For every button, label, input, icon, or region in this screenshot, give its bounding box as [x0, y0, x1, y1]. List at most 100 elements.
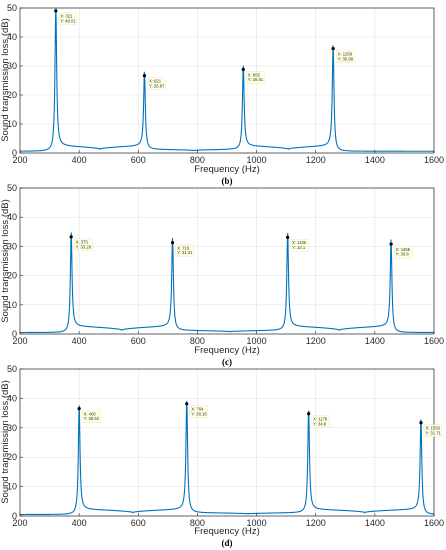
- series-line: [20, 232, 434, 334]
- datatip-y-value: Y: 33.1: [292, 245, 306, 250]
- chart-panel: 200 400 600 800 1000 1200 1400 1600 0 10 20 30 40 50 F…: [0, 364, 444, 548]
- panel-label: (c): [222, 357, 232, 367]
- datatip-y-value: Y: 28.81: [248, 77, 264, 82]
- y-tick-label: 10: [7, 119, 17, 129]
- datatip-x-value: X: 1176: [313, 416, 328, 421]
- x-tick-label: 1000: [247, 518, 267, 528]
- x-tick-label: 600: [131, 336, 146, 346]
- x-tick-label: 1600: [424, 336, 444, 346]
- y-tick-label: 50: [7, 3, 17, 13]
- chart-panel: 200 400 600 800 1000 1200 1400 1600 0 10 20 30 40 50 F…: [0, 183, 444, 367]
- datatip-marker: [331, 47, 335, 51]
- datatip-marker: [307, 412, 311, 416]
- datatip-box: [336, 50, 355, 63]
- datatip-marker: [185, 402, 189, 406]
- x-tick-label: 800: [190, 155, 205, 165]
- datatip-box: [147, 77, 166, 90]
- datatip-y-value: Y: 26.67: [149, 83, 165, 88]
- datatip-box: [81, 410, 101, 423]
- x-tick-label: 600: [131, 155, 146, 165]
- y-tick-label: 30: [7, 61, 17, 71]
- axes-box: [19, 187, 435, 335]
- datatip-y-value: Y: 30.8: [396, 252, 410, 257]
- datatip-box: [290, 239, 309, 252]
- datatip-marker: [69, 235, 73, 239]
- datatip-x-value: X: 1259: [338, 51, 353, 56]
- x-tick-label: 200: [12, 518, 27, 528]
- x-tick-label: 600: [131, 518, 146, 528]
- x-tick-label: 800: [190, 336, 205, 346]
- datatip-marker: [389, 242, 393, 246]
- datatip-box: [423, 424, 443, 437]
- datatip-x-value: X: 764: [191, 407, 204, 412]
- plot-area: [20, 8, 434, 153]
- datatip-x-value: X: 621: [149, 78, 162, 83]
- datatip-x-value: X: 1105: [292, 240, 307, 245]
- datatip-box: [58, 12, 77, 26]
- datatip-marker: [286, 235, 290, 239]
- y-tick-label: 0: [12, 329, 17, 339]
- x-tick-label: 400: [72, 155, 87, 165]
- y-tick-label: 30: [7, 241, 17, 251]
- panel-label: (d): [222, 538, 233, 548]
- x-tick-label: 800: [190, 518, 205, 528]
- y-tick-label: 10: [7, 300, 17, 310]
- series-line: [20, 400, 435, 516]
- datatip-y-value: Y: 31.71: [425, 430, 441, 435]
- y-tick-label: 10: [7, 482, 17, 492]
- datatip-box: [189, 405, 208, 418]
- datatip-marker: [170, 240, 175, 245]
- x-tick-label: 1200: [306, 155, 326, 165]
- x-tick-label: 1400: [365, 155, 385, 165]
- datatip-y-value: Y: 33.26: [76, 244, 92, 249]
- x-tick-label: 200: [12, 336, 27, 346]
- plot-area: [20, 369, 434, 516]
- datatip-box: [311, 415, 330, 428]
- plot-area: [20, 188, 434, 334]
- y-tick-label: 0: [12, 148, 17, 158]
- datatip-y-value: Y: 49.01: [60, 18, 76, 23]
- datatip-marker: [419, 421, 423, 425]
- datatip-x-value: X: 716: [177, 245, 190, 250]
- datatip-box: [175, 244, 194, 257]
- datatip-x-value: X: 1455: [396, 247, 411, 252]
- x-axis-label: Frequency (Hz): [194, 345, 259, 356]
- datatip-x-value: X: 955: [248, 72, 261, 77]
- x-tick-label: 1400: [365, 518, 385, 528]
- x-tick-label: 1400: [365, 336, 385, 346]
- axes-box: [19, 368, 435, 517]
- x-tick-label: 1600: [424, 518, 444, 528]
- datatip-x-value: X: 321: [60, 14, 73, 19]
- x-tick-label: 200: [12, 155, 27, 165]
- y-tick-label: 50: [7, 364, 17, 374]
- y-tick-label: 20: [7, 90, 17, 100]
- datatip-y-value: Y: 31.31: [177, 250, 193, 255]
- datatip-marker: [241, 67, 245, 72]
- y-tick-label: 40: [7, 393, 17, 403]
- datatip-marker: [77, 407, 81, 411]
- x-tick-label: 400: [72, 518, 87, 528]
- x-tick-label: 400: [72, 336, 87, 346]
- datatip-marker: [54, 9, 58, 13]
- x-tick-label: 1200: [306, 518, 326, 528]
- datatip-y-value: Y: 38.16: [191, 411, 207, 416]
- datatip-box: [74, 238, 93, 252]
- series-line: [20, 8, 434, 152]
- y-tick-label: 40: [7, 212, 17, 222]
- y-axis-label: Sound transmission loss (dB): [0, 199, 11, 323]
- x-tick-label: 1200: [306, 336, 326, 346]
- chart-panel: 200 400 600 800 1000 1200 1400 1600 0 10 20 30 40 50 F…: [0, 3, 444, 186]
- y-tick-label: 0: [12, 511, 17, 521]
- datatip-x-value: X: 1556: [425, 426, 440, 431]
- y-tick-label: 30: [7, 423, 17, 433]
- y-tick-label: 20: [7, 271, 17, 281]
- y-axis-label: Sound transmission loss (dB): [0, 18, 11, 142]
- datatip-x-value: X: 373: [76, 240, 89, 245]
- datatip-y-value: Y: 34.8: [313, 421, 327, 426]
- datatip-marker: [142, 74, 147, 78]
- x-axis-label: Frequency (Hz): [194, 164, 259, 175]
- x-tick-label: 1600: [424, 155, 444, 165]
- axes-box: [19, 7, 435, 154]
- y-tick-label: 40: [7, 32, 17, 42]
